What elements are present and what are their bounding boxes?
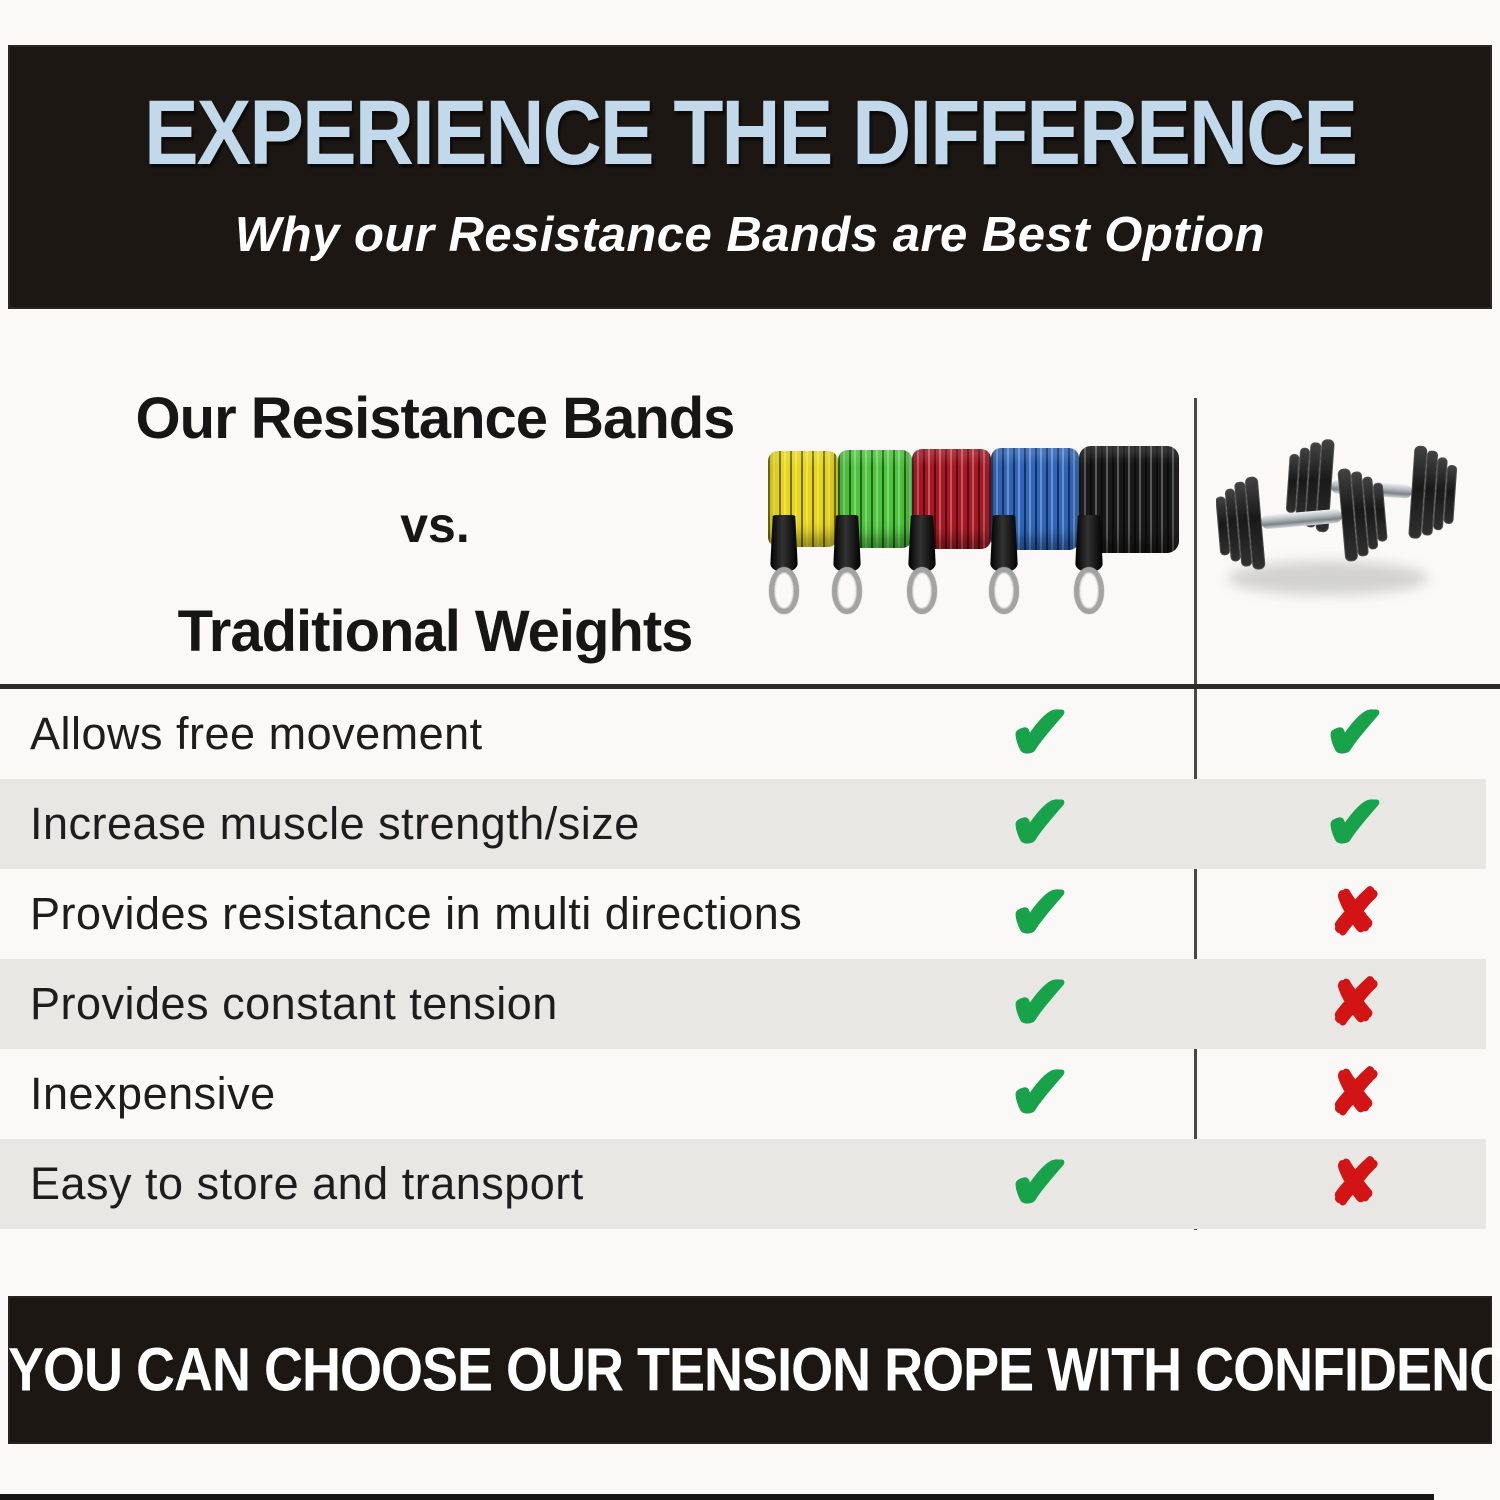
band-hook [989, 567, 1019, 614]
table-row: Inexpensive ✔ ✘ [0, 1048, 1500, 1139]
band-hook [907, 567, 937, 614]
dumbbells-illustration [1216, 420, 1466, 620]
feature-label: Allows free movement [30, 708, 483, 759]
band-hook [1074, 567, 1104, 614]
check-icon: ✔ [1007, 958, 1073, 1048]
cross-icon: ✘ [1327, 966, 1382, 1041]
band-clip [990, 515, 1018, 571]
band-clip [1075, 515, 1103, 571]
cross-icon: ✘ [1327, 1146, 1382, 1221]
feature-label: Easy to store and transport [30, 1158, 584, 1209]
heading-traditional-weights: Traditional Weights [177, 599, 694, 664]
comparison-table: Allows free movement ✔ ✔ Increase muscle… [0, 688, 1500, 1229]
band-clip [833, 515, 861, 571]
band-hook [832, 567, 862, 614]
table-row: Provides constant tension ✔ ✘ [0, 958, 1486, 1049]
check-icon: ✔ [1007, 778, 1073, 868]
cross-icon: ✘ [1327, 876, 1382, 951]
table-row: Provides resistance in multi directions … [0, 868, 1500, 959]
main-title: EXPERIENCE THE DIFFERENCE [143, 82, 1358, 185]
versus-heading: Our Resistance Bands vs. Traditional Wei… [60, 385, 810, 665]
heading-vs: vs. [400, 497, 470, 553]
bottom-edge-strip [0, 1494, 1434, 1500]
bottom-banner-text: YOU CAN CHOOSE OUR TENSION ROPE WITH CON… [8, 1335, 1500, 1405]
check-icon: ✔ [1007, 1138, 1073, 1228]
check-icon: ✔ [1322, 778, 1388, 868]
check-icon: ✔ [1007, 868, 1073, 958]
table-row: Easy to store and transport ✔ ✘ [0, 1138, 1486, 1229]
band-coils [768, 443, 1190, 555]
subtitle: Why our Resistance Bands are Best Option [234, 208, 1266, 262]
check-icon: ✔ [1007, 688, 1073, 778]
band-clip [770, 515, 798, 571]
table-row: Increase muscle strength/size ✔ ✔ [0, 778, 1486, 869]
feature-label: Provides resistance in multi directions [30, 888, 803, 939]
table-row: Allows free movement ✔ ✔ [0, 688, 1500, 779]
cross-icon: ✘ [1327, 1056, 1382, 1131]
heading-our-resistance-bands: Our Resistance Bands [135, 386, 736, 451]
band-hook [769, 567, 799, 614]
dumbbells-graphic [1216, 420, 1466, 595]
feature-label: Increase muscle strength/size [30, 798, 640, 849]
band-coil-blue [991, 448, 1079, 550]
check-icon: ✔ [1322, 688, 1388, 778]
bottom-banner: YOU CAN CHOOSE OUR TENSION ROPE WITH CON… [8, 1296, 1500, 1444]
top-banner: EXPERIENCE THE DIFFERENCE Why our Resist… [8, 45, 1492, 309]
table-top-border [0, 684, 1500, 689]
resistance-bands-illustration [768, 443, 1190, 655]
check-icon: ✔ [1007, 1048, 1073, 1138]
feature-label: Inexpensive [30, 1068, 276, 1119]
band-clip [908, 515, 936, 571]
feature-label: Provides constant tension [30, 978, 558, 1029]
